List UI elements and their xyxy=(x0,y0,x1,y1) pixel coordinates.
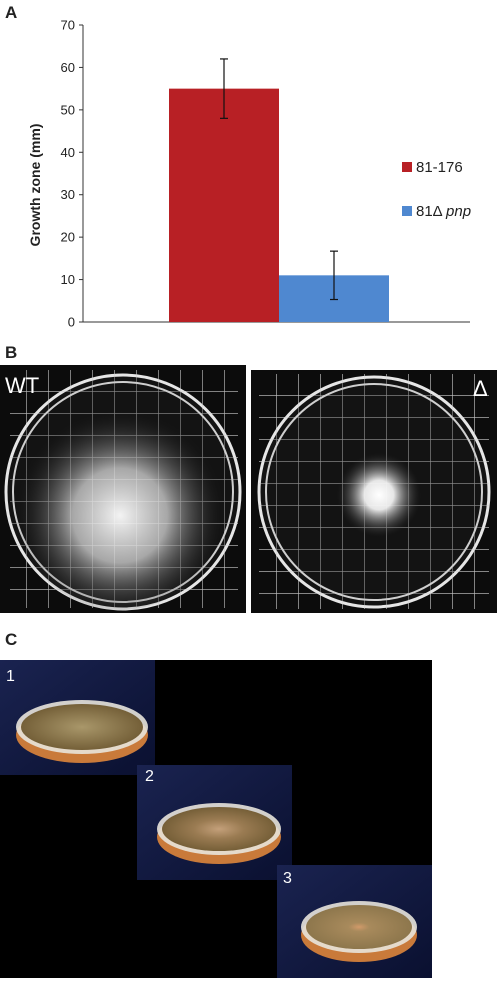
photo-c-2 xyxy=(137,765,292,880)
bar-chart: 0 10 20 30 40 50 60 70 81-176 81Δ pnp Growth zon… xyxy=(27,18,471,330)
y-tick-label: 70 xyxy=(61,18,75,33)
plate-wt: WT xyxy=(0,365,246,613)
legend: 81-176 81Δ pnp xyxy=(402,159,471,220)
panel-label-c: C xyxy=(5,630,18,649)
y-axis-title: Growth zone (mm) xyxy=(27,124,43,247)
wt-tag: WT xyxy=(5,373,40,398)
bars xyxy=(169,58,389,323)
photo-c-3 xyxy=(277,865,432,978)
y-tick-label: 40 xyxy=(61,145,75,160)
photo-label-1: 1 xyxy=(6,668,15,685)
y-tick-label: 20 xyxy=(61,230,75,245)
legend-label-1: 81-176 xyxy=(416,159,463,176)
panel-label-a: A xyxy=(5,3,18,22)
plate-mutant: Δ xyxy=(251,370,497,613)
y-tick-label: 30 xyxy=(61,187,75,202)
mutant-tag: Δ xyxy=(473,376,488,401)
photo-label-2: 2 xyxy=(145,768,154,785)
photo-c-1 xyxy=(0,660,155,775)
photo-label-3: 3 xyxy=(283,870,292,887)
y-tick-label: 50 xyxy=(61,102,75,117)
panel-label-b: B xyxy=(5,343,18,362)
y-tick-label: 60 xyxy=(61,60,75,75)
y-tick-label: 0 xyxy=(68,315,75,330)
y-tick-label: 10 xyxy=(61,272,75,287)
plate-wt-image xyxy=(0,365,246,613)
bar-1 xyxy=(169,88,279,323)
plate-mutant-image xyxy=(251,370,497,613)
legend-label-2: 81Δ pnp xyxy=(416,203,471,220)
legend-swatch-1 xyxy=(402,162,412,172)
legend-swatch-2 xyxy=(402,206,412,216)
